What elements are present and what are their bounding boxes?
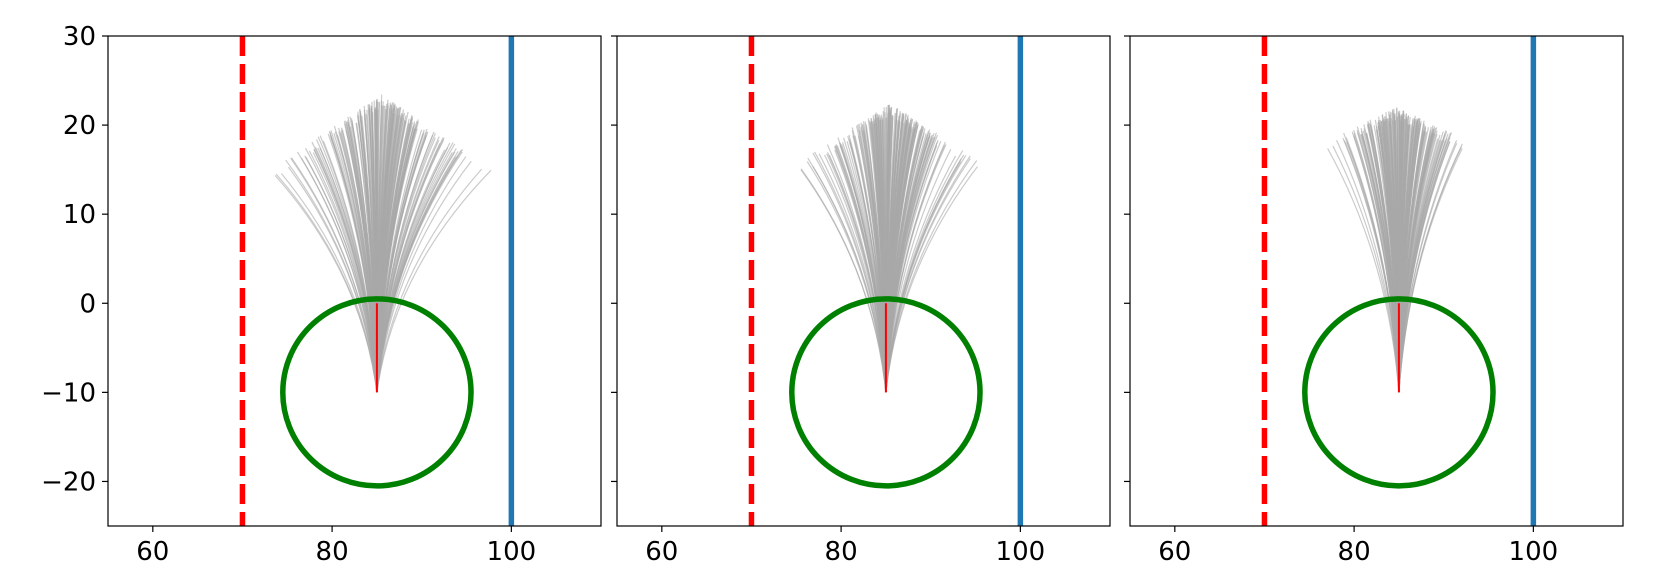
plot-area (748, 36, 1024, 526)
plot-area (1261, 36, 1537, 526)
axes-frame (1129, 35, 1624, 527)
trajectory-line (800, 168, 887, 393)
green-circle (789, 296, 983, 489)
trajectory-line (1398, 131, 1444, 393)
axes-frame (107, 35, 602, 527)
x-tick-label: 60 (136, 537, 169, 567)
trajectory-line (340, 127, 378, 393)
x-tick-label: 80 (1338, 537, 1371, 567)
trajectory-line (355, 122, 378, 393)
y-tick-label: −20 (41, 467, 96, 497)
axes-frame (616, 35, 1111, 527)
y-tick-label: −10 (41, 378, 96, 408)
trajectory-fan (800, 104, 978, 393)
x-tick-label: 80 (316, 537, 349, 567)
x-tick-label: 60 (1158, 537, 1191, 567)
trajectory-line (280, 173, 378, 393)
trajectory-line (1398, 143, 1463, 393)
trajectory-line (885, 141, 946, 393)
trajectory-line (1367, 122, 1400, 393)
trajectory-line (376, 126, 415, 393)
x-tick-label: 100 (1509, 537, 1559, 567)
green-circle (280, 296, 474, 489)
y-tick-label: 20 (63, 111, 96, 141)
trajectory-line (308, 150, 378, 393)
trajectory-line (858, 130, 887, 393)
x-tick-label: 100 (487, 537, 537, 567)
x-tick-label: 60 (645, 537, 678, 567)
x-tick-label: 100 (996, 537, 1046, 567)
trajectory-fan (1327, 107, 1463, 393)
trajectory-line (885, 158, 971, 393)
y-tick-label: 0 (79, 289, 96, 319)
x-tick-label: 80 (825, 537, 858, 567)
chart-panel-3: 60 80 100 (1124, 35, 1624, 567)
trajectory-line (885, 134, 928, 393)
trajectory-line (885, 118, 913, 393)
y-tick-label: 10 (63, 200, 96, 230)
green-circle (1302, 296, 1496, 489)
trajectory-line (376, 169, 492, 393)
chart-panel-2: 60 80 100 (611, 35, 1111, 567)
trajectory-line (376, 140, 440, 393)
plot-area (239, 36, 515, 526)
trajectory-fan (274, 94, 492, 393)
y-tick-label: 30 (63, 22, 96, 52)
trajectory-line (376, 155, 459, 393)
